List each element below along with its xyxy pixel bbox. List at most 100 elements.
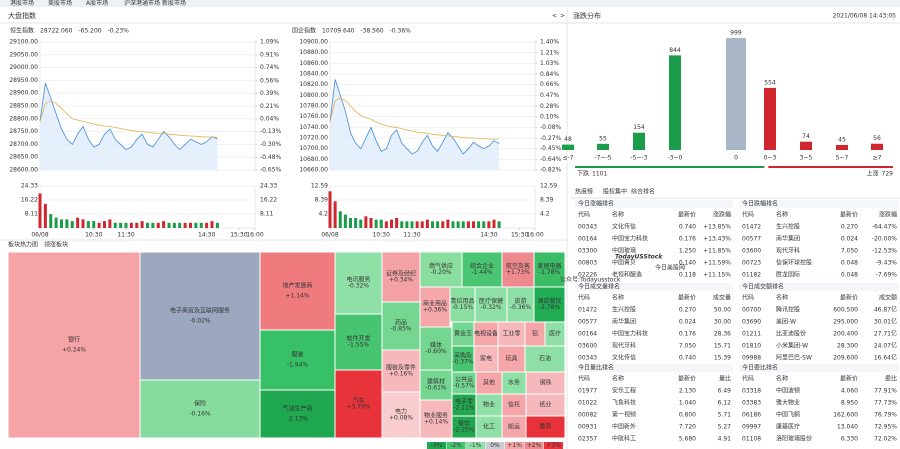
tab[interactable]: A股市场	[86, 0, 108, 7]
heatmap-tab[interactable]: 板块热力图	[8, 241, 38, 249]
volume-bar	[405, 221, 409, 228]
table-cell: 27.71亿	[874, 330, 897, 338]
table-cell: 0.176	[679, 331, 696, 338]
table-cell: +13.43%	[703, 236, 731, 243]
table-cell: 295.000	[833, 319, 858, 326]
y-tick-label: 10800.00	[299, 92, 328, 99]
volume-bar	[97, 222, 101, 228]
table-cell: 阿里巴巴-SW	[776, 354, 812, 362]
ranking-tab[interactable]: 股权集中	[603, 188, 627, 196]
sector-block[interactable]	[419, 399, 453, 439]
volume-bar	[425, 219, 429, 228]
sector-change: -1.94%	[287, 362, 309, 369]
table-cell: 30.00	[714, 319, 731, 326]
bar-value-label: 844	[669, 47, 681, 54]
vol-tick-label: 4.2	[318, 210, 328, 217]
sector-name: 家居电器	[537, 262, 561, 270]
table-cell: 01472	[742, 224, 761, 231]
sector-block[interactable]	[524, 345, 566, 373]
table-cell: 600.500	[833, 307, 858, 314]
volume-bar	[183, 222, 187, 228]
sector-name: 物业服务	[424, 412, 448, 420]
y-tick-label: 10740.00	[299, 124, 328, 131]
vol-tick-label: 8.11	[260, 211, 274, 218]
table-cell: 中国青贝	[612, 259, 636, 267]
sector-block[interactable]	[334, 313, 383, 371]
table-cell: 中国宝力科技	[612, 235, 648, 243]
sector-block[interactable]	[259, 251, 336, 331]
sector-block[interactable]	[419, 369, 453, 401]
table-cell: 6.12	[718, 400, 732, 407]
sector-name: 气油生产商	[282, 404, 312, 412]
sector-name: 家电	[480, 355, 492, 363]
volume-bar	[446, 219, 450, 228]
sector-block[interactable]	[139, 379, 261, 439]
sector-name: 媒体	[430, 341, 442, 349]
avg-line	[39, 100, 218, 138]
sector-name: 旅游	[514, 297, 526, 305]
table-cell: 第一视频	[612, 411, 636, 419]
column-header: 最新价	[678, 211, 696, 219]
volume-bar	[400, 221, 404, 228]
volume-bar	[151, 222, 155, 228]
sector-block[interactable]	[381, 391, 421, 439]
next-arrow[interactable]: >	[560, 13, 565, 20]
column-header: 最新价	[840, 294, 858, 302]
heatmap-tab[interactable]: 领涨板块	[44, 241, 68, 249]
ranking-tab[interactable]: 综合排名	[631, 188, 655, 196]
sector-block[interactable]	[473, 345, 499, 373]
sector-block[interactable]	[533, 251, 566, 288]
sector-name: 石油	[539, 355, 551, 363]
volume-bar	[364, 216, 368, 228]
y-tick-label: 29050.00	[9, 51, 38, 58]
sector-name: 物业	[483, 401, 495, 409]
prev-arrow[interactable]: <	[552, 13, 557, 20]
sector-block[interactable]	[506, 286, 535, 323]
table-cell: 1.250	[679, 248, 696, 255]
volume-bar	[81, 219, 85, 228]
volume-bar	[415, 221, 419, 228]
column-header: 量比	[719, 375, 731, 383]
y2-tick-label: 0.66%	[540, 81, 559, 88]
y-tick-label: 10660.00	[299, 167, 328, 174]
table-cell: 76.79%	[874, 412, 897, 419]
y-tick-label: 29000.00	[9, 64, 38, 71]
sector-block[interactable]	[525, 415, 566, 439]
sector-block[interactable]	[139, 251, 261, 381]
sector-name: 商业用品	[423, 300, 447, 308]
y2-tick-label: -0.82%	[540, 167, 562, 174]
ranking-tab[interactable]: 热度榜	[575, 188, 593, 196]
sector-block[interactable]	[419, 286, 451, 328]
table-cell: 0.270	[841, 224, 858, 231]
x-tick-label: 11:30	[117, 232, 134, 239]
table-cell: 77.91%	[874, 388, 897, 395]
sector-block[interactable]	[334, 369, 383, 439]
column-header: 名称	[776, 211, 788, 219]
index-change: -65.200	[78, 28, 101, 35]
vol-tick-label: 12.59	[311, 183, 328, 190]
table-cell: 24.07亿	[874, 342, 897, 350]
tab[interactable]: 港股市场	[10, 0, 34, 7]
table-cell: 中国宝力科技	[612, 330, 648, 338]
legend-label: +3%	[546, 442, 561, 449]
sector-block[interactable]	[461, 251, 503, 288]
column-header: 代码	[742, 211, 754, 219]
avg-line	[329, 97, 500, 140]
vol-tick-label: 24.33	[260, 183, 277, 190]
volume-bar	[431, 221, 434, 228]
table-cell: 46.87亿	[874, 306, 897, 314]
table-cell: 4.91	[718, 436, 732, 443]
sector-block[interactable]	[381, 301, 421, 351]
column-header: 代码	[578, 375, 590, 383]
price-area	[330, 79, 500, 170]
y-tick-label: 10720.00	[299, 135, 328, 142]
tab[interactable]: 沪深港通市场	[124, 0, 160, 7]
sector-block[interactable]	[474, 286, 508, 323]
table-cell: 02226	[578, 272, 597, 279]
tab[interactable]: 新股市场	[162, 0, 186, 7]
sector-block[interactable]	[381, 251, 421, 303]
tab[interactable]: 美股市场	[48, 0, 72, 7]
sector-block[interactable]	[259, 329, 336, 391]
sector-block[interactable]	[259, 389, 336, 439]
sector-block[interactable]	[7, 251, 141, 439]
